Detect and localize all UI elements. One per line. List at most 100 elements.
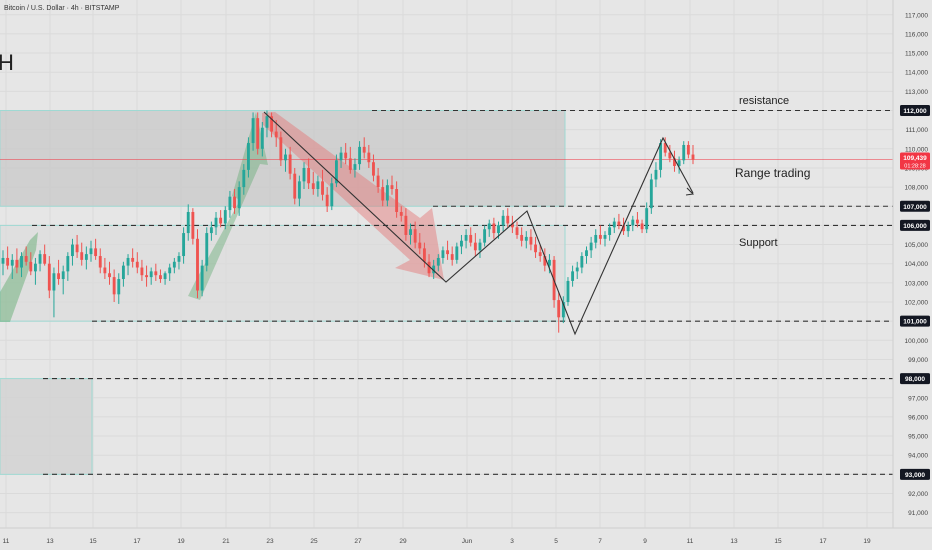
candle [436,254,440,272]
candle-body [598,234,602,239]
candle [172,257,176,274]
candle [233,189,236,214]
candle [117,273,121,304]
candle [52,267,56,318]
candle-body [691,154,695,160]
candle-body [673,158,676,167]
candle-body [413,229,417,243]
candle-body [418,242,422,249]
candle-body [580,256,584,268]
candle-body [20,256,23,268]
price-tick-label: 110,000 [905,146,928,153]
candle-body [626,225,630,232]
candle-body [663,143,667,153]
candle [339,146,343,168]
level-badge [900,468,930,480]
candle-body [145,275,148,278]
candle [506,208,510,228]
candle-body [395,189,399,212]
candle [191,208,195,245]
candle [223,206,227,230]
candle-body [108,273,111,278]
price-tick-label: 91,000 [908,510,928,517]
candle-body [603,234,607,239]
candle [159,269,162,283]
candle-body [242,169,246,188]
candle-body [668,152,672,159]
candle [557,292,561,333]
candle-body [98,256,102,268]
time-tick-label: 17 [133,538,141,545]
price-tick-label: 97,000 [908,395,928,402]
candle-body [24,256,28,262]
level-badge [900,315,930,327]
candle [219,210,223,228]
candle-body [682,144,686,161]
time-tick-label: 5 [554,538,558,545]
time-axis[interactable]: 11 13 15 17 19 21 23 25 27 29 Jun 3 5 7 9 11 13 15 17 19 [0,527,932,550]
candle-body [330,183,334,207]
candle-body [237,187,241,209]
candle-body [316,181,320,190]
candle-body [219,217,223,224]
candle-body [566,280,570,302]
candle [84,246,88,270]
price-tick-label: 111,000 [905,127,928,134]
candle-body [543,256,547,266]
time-tick-label: 11 [687,538,694,545]
candle-body [409,229,412,235]
candle [43,244,47,266]
price-tick-label: 103,000 [905,280,929,287]
candle [131,248,135,268]
candle [645,202,649,234]
price-axis[interactable]: 117,000 116,000 115,000 114,000 113,000 111,0… [892,0,932,550]
time-tick-label: 21 [222,538,230,545]
price-tick-label: 113,000 [905,89,928,96]
candle [344,143,348,165]
candle-body [367,152,371,163]
candle-body [172,261,176,268]
candle-body [575,267,579,272]
candle [464,229,468,249]
level-badge-label: 101,000 [903,319,927,326]
candle [71,238,74,266]
candle [418,233,422,255]
candle-body [33,263,37,272]
candle-body [381,187,385,201]
candle [297,175,301,207]
candle [274,120,278,147]
candle-body [163,273,167,280]
candle [543,248,547,272]
candle [311,171,315,195]
time-tick-label: 9 [643,538,647,545]
time-tick-label: 23 [266,538,274,545]
candle-body [177,256,181,262]
candle [460,234,463,255]
time-axis-bg [0,528,932,550]
candle [94,238,98,260]
candle-body [548,259,551,266]
candle [524,231,528,249]
time-tick-label: 15 [774,538,782,545]
level-badge [900,105,930,116]
candle [121,261,125,287]
candle-body [501,215,505,226]
candle [585,246,588,264]
candle [98,248,102,274]
level-badge [900,219,930,231]
candle-body [589,242,593,251]
candle-body [121,265,125,280]
candle [251,112,255,151]
candle [492,217,496,239]
annotation-support: Support [739,237,778,249]
candle-body [617,221,621,226]
candle-body [274,131,278,138]
candle-body [43,254,47,264]
current-price-badge [900,152,930,170]
candle-body [436,257,440,266]
candle [654,162,658,188]
candle-body [460,240,463,247]
time-tick-label: 11 [3,538,10,545]
candle [302,162,306,190]
